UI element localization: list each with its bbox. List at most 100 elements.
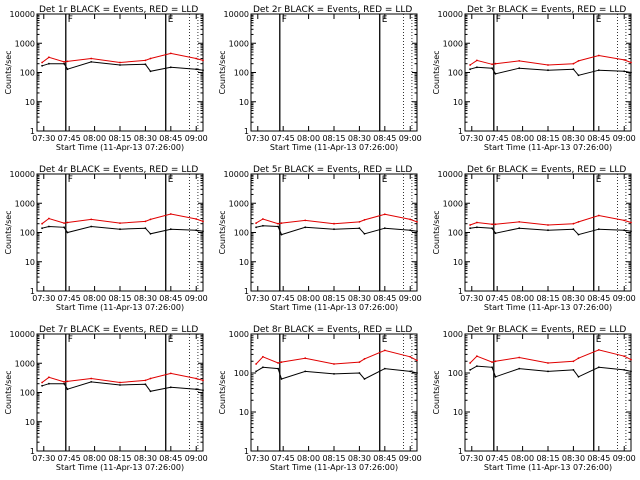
x-tick-label: 07:30 [460, 454, 483, 463]
lld-point [547, 64, 549, 66]
lld-point [577, 221, 580, 223]
x-tick-label: 08:30 [562, 454, 585, 463]
lld-point [144, 220, 147, 223]
lld-point [491, 223, 493, 226]
marker-label: E [596, 175, 602, 185]
y-tick-label: 100 [234, 229, 249, 238]
y-tick-label: 1000 [15, 199, 35, 208]
x-axis-title: Start Time (11-Apr-13 07:26:00) [56, 143, 184, 152]
x-tick-label: 08:30 [134, 294, 157, 303]
lld-point [202, 59, 204, 62]
y-axis-title: Counts/sec [4, 370, 13, 414]
y-axis-title: Counts/sec [218, 210, 227, 254]
events-point [383, 227, 386, 230]
marker-label: E [596, 15, 602, 25]
marker-label: E [168, 335, 174, 345]
lld-point [195, 377, 198, 380]
events-point [48, 382, 50, 385]
detector-panel: Det 9r BLACK = Events, RED = LLD 1 10 100 10… [432, 325, 636, 472]
events-point [476, 365, 478, 367]
y-axis-title: Counts/sec [432, 210, 441, 254]
events-point [577, 375, 580, 378]
lld-point [119, 222, 121, 225]
y-tick-label: 10000 [224, 10, 249, 19]
marker-label: F [496, 175, 501, 185]
events-point [202, 69, 204, 72]
lld-point [149, 377, 152, 380]
lld-point [623, 219, 626, 222]
events-point [119, 228, 121, 231]
events-point [169, 66, 172, 69]
x-tick-label: 07:30 [460, 294, 483, 303]
events-point [572, 68, 575, 71]
y-tick-label: 1 [458, 447, 463, 456]
y-axis-title: Counts/sec [218, 50, 227, 94]
y-tick-label: 1000 [443, 199, 463, 208]
lld-point [572, 62, 575, 65]
lld-point [577, 357, 580, 360]
events-point [48, 62, 50, 65]
marker-label: E [382, 335, 388, 345]
events-point [623, 70, 626, 73]
plot-frame [250, 13, 418, 132]
lld-point [416, 359, 418, 362]
lld-point [518, 221, 521, 223]
x-tick-label: 07:45 [58, 134, 81, 143]
detector-panel: Det 1r BLACK = Events, RED = LLD 1 10 100 10… [4, 5, 208, 152]
x-tick-label: 08:15 [322, 134, 345, 143]
panel-title: Det 2r BLACK = Events, RED = LLD [253, 5, 412, 15]
x-tick-label: 07:30 [246, 134, 269, 143]
x-tick-label: 08:00 [83, 294, 106, 303]
x-tick-label: 09:00 [399, 294, 422, 303]
lld-point [469, 64, 471, 66]
events-point [358, 227, 361, 230]
lld-point [383, 349, 386, 352]
lld-point [202, 379, 204, 382]
lld-point [277, 222, 279, 225]
events-point [333, 228, 335, 231]
x-tick-label: 08:15 [108, 294, 131, 303]
lld-point [66, 380, 69, 383]
y-tick-label: 10000 [224, 170, 249, 179]
x-tick-label: 08:30 [348, 294, 371, 303]
lld-point [494, 360, 497, 363]
lld-point [119, 381, 121, 384]
lld-point [255, 222, 257, 225]
plot-frame [464, 173, 632, 292]
x-tick-label: 08:30 [134, 134, 157, 143]
x-tick-label: 08:15 [322, 294, 345, 303]
x-tick-label: 08:15 [322, 454, 345, 463]
lld-point [623, 59, 626, 61]
y-tick-label: 10000 [438, 170, 463, 179]
y-tick-label: 1 [30, 447, 35, 456]
events-point [149, 70, 152, 73]
y-tick-label: 10000 [10, 330, 35, 339]
marker-label: F [282, 335, 287, 345]
events-point [494, 375, 497, 378]
lld-point [491, 63, 493, 66]
lld-point [304, 219, 307, 222]
lld-point [630, 358, 632, 361]
events-point [491, 227, 493, 230]
lld-point [144, 379, 147, 382]
x-tick-label: 08:00 [511, 454, 534, 463]
y-tick-label: 1 [458, 127, 463, 136]
lld-point [63, 61, 65, 63]
x-tick-label: 08:30 [348, 454, 371, 463]
lld-point [280, 222, 283, 225]
lld-point [547, 362, 549, 364]
lld-point [304, 357, 307, 360]
y-tick-label: 1000 [443, 39, 463, 48]
marker-label: F [68, 335, 73, 345]
y-tick-label: 10 [25, 258, 35, 267]
events-point [277, 367, 279, 370]
x-tick-label: 08:00 [83, 134, 106, 143]
events-point [119, 64, 121, 66]
events-point [262, 366, 264, 369]
events-point [469, 369, 471, 371]
lld-point [491, 361, 493, 363]
events-point [304, 370, 307, 373]
lld-point [41, 222, 43, 225]
events-point [41, 227, 43, 230]
x-tick-label: 07:45 [272, 294, 295, 303]
